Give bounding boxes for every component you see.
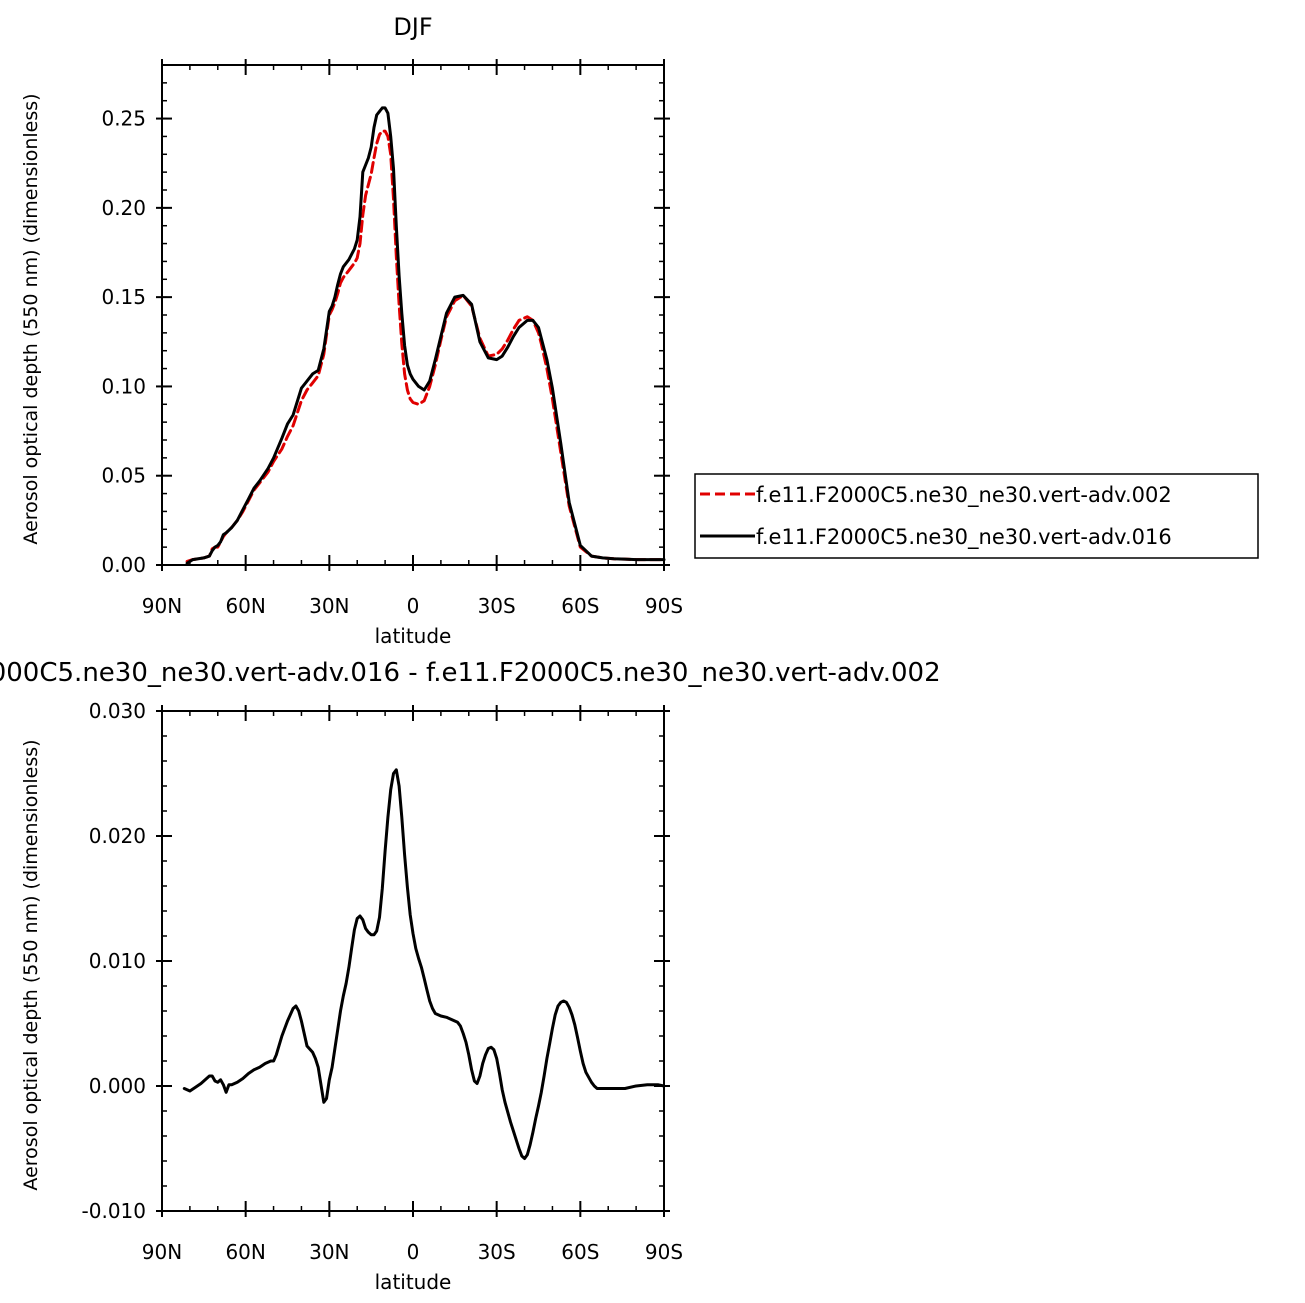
chart-title: f.e11.F2000C5.ne30_ne30.vert-adv.016 - f… — [0, 658, 941, 688]
x-tick-label: 30N — [309, 1240, 349, 1264]
x-tick-label: 90N — [142, 594, 182, 618]
y-tick-label: 0.05 — [101, 464, 146, 488]
x-axis-label: latitude — [375, 624, 452, 648]
legend: f.e11.F2000C5.ne30_ne30.vert-adv.002 f.e1… — [694, 473, 1259, 559]
x-tick-label: 60S — [561, 1240, 599, 1264]
x-axis-label: latitude — [375, 1270, 452, 1294]
lower-panel: 90N 60N 30N 0 30S 60S 90S -0.010 0.000 0.010 0.020… — [0, 658, 941, 1294]
upper-panel: 90N 60N 30N 0 30S 60S 90S 0.00 0.05 0.10 0.15 0.20 0… — [20, 13, 683, 648]
legend-box — [694, 473, 1259, 559]
y-tick-label: 0.000 — [89, 1074, 146, 1098]
y-tick-label: 0.10 — [101, 374, 146, 398]
y-tick-label: 0.030 — [89, 699, 146, 723]
x-tick-label: 90N — [142, 1240, 182, 1264]
x-tick-label: 30S — [478, 1240, 516, 1264]
series-line-1 — [185, 106, 666, 565]
series-line-0 — [185, 129, 666, 563]
x-tick-label: 90S — [645, 594, 683, 618]
plot-frame — [161, 64, 665, 566]
y-axis-label: Aerosol optical depth (550 nm) (dimensio… — [20, 739, 42, 1190]
y-tick-label: 0.00 — [101, 553, 146, 577]
x-tick-label: 0 — [407, 1240, 420, 1264]
legend-label: f.e11.F2000C5.ne30_ne30.vert-adv.016 — [756, 525, 1172, 550]
plot-frame — [161, 710, 665, 1212]
x-tick-label: 60N — [225, 594, 265, 618]
y-tick-label: 0.020 — [89, 824, 146, 848]
x-tick-label: 30N — [309, 594, 349, 618]
x-tick-label: 30S — [478, 594, 516, 618]
y-tick-label: -0.010 — [82, 1199, 146, 1223]
legend-label: f.e11.F2000C5.ne30_ne30.vert-adv.002 — [756, 483, 1172, 508]
x-tick-label: 90S — [645, 1240, 683, 1264]
y-tick-label: 0.25 — [101, 107, 146, 131]
series-line-0 — [182, 768, 666, 1160]
x-tick-label: 0 — [407, 594, 420, 618]
y-tick-label: 0.010 — [89, 949, 146, 973]
chart-title: DJF — [393, 13, 432, 41]
y-tick-label: 0.20 — [101, 196, 146, 220]
y-tick-label: 0.15 — [101, 285, 146, 309]
x-tick-label: 60N — [225, 1240, 265, 1264]
x-tick-label: 60S — [561, 594, 599, 618]
y-axis-label: Aerosol optical depth (550 nm) (dimensio… — [20, 93, 42, 544]
